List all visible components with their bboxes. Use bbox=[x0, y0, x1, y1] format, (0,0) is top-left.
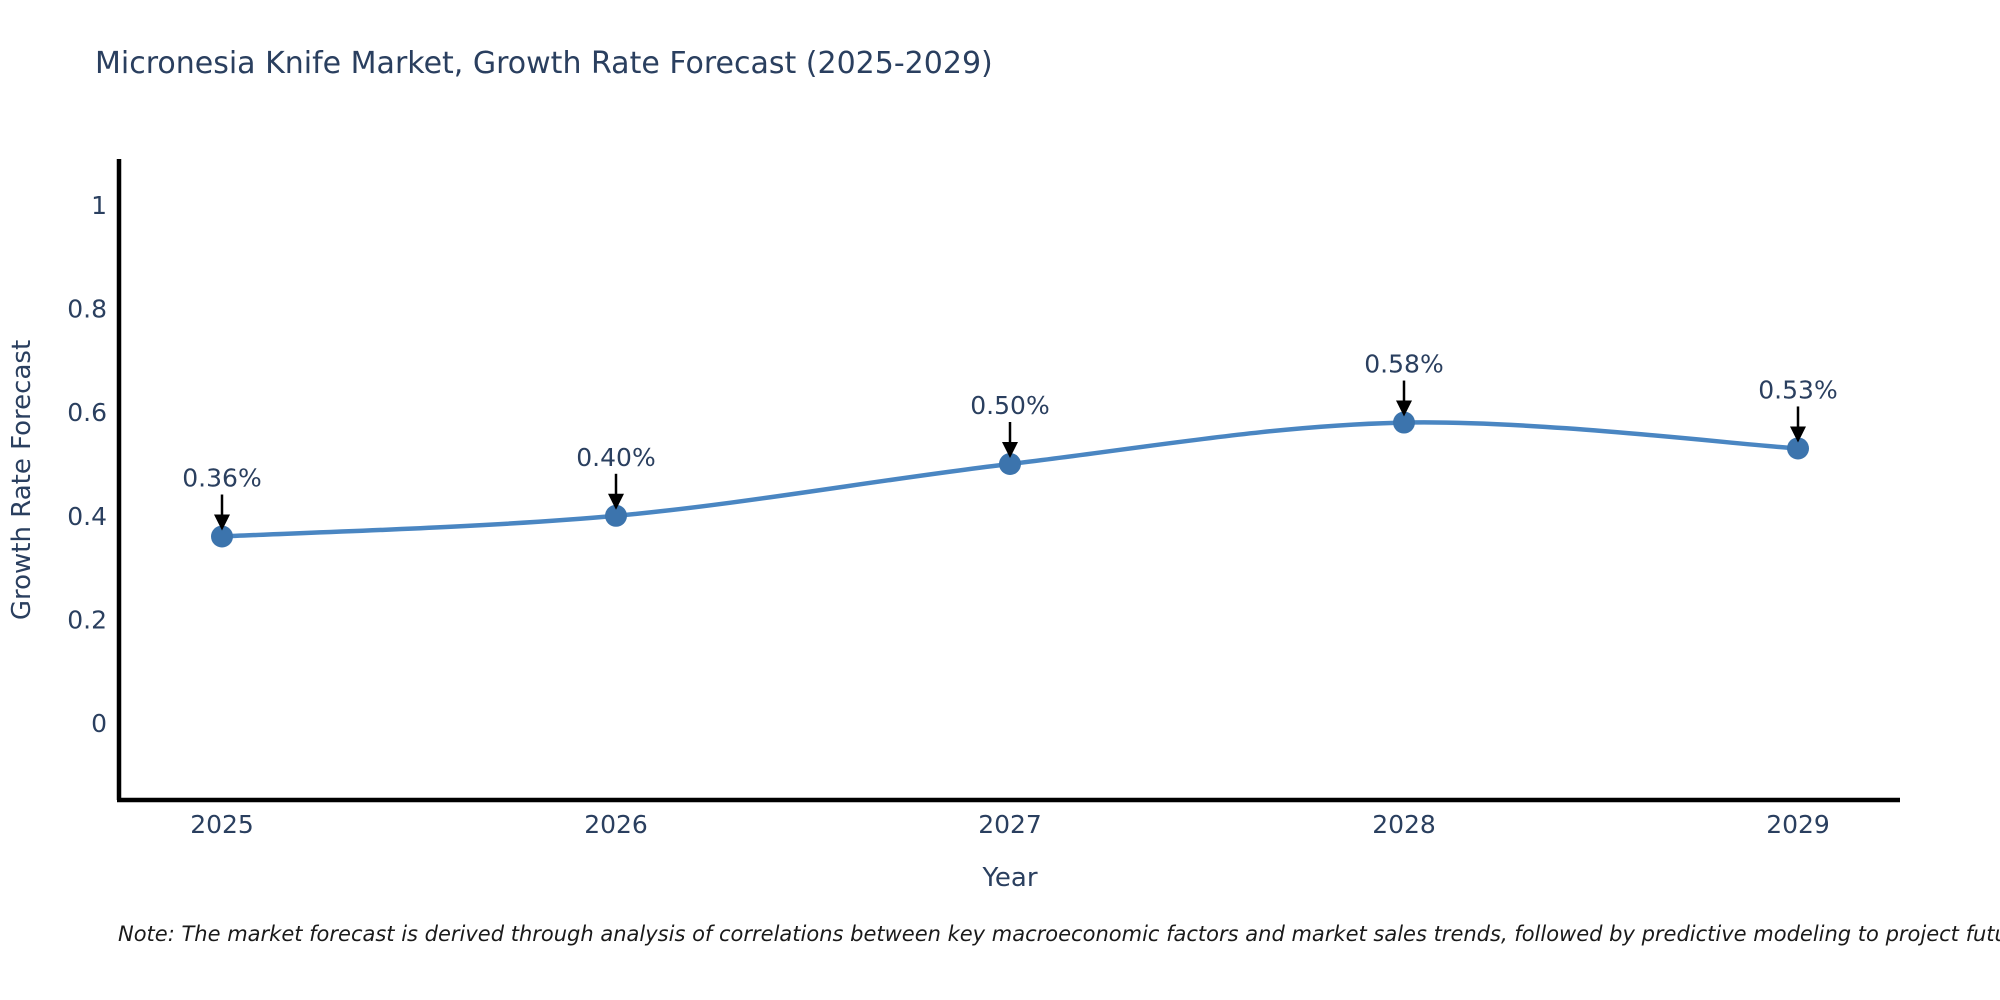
data-point-marker bbox=[605, 504, 627, 527]
x-tick-label: 2029 bbox=[1766, 810, 1830, 839]
annotation-arrow-head bbox=[608, 493, 624, 510]
y-tick-label: 0.4 bbox=[67, 502, 107, 531]
x-tick-label: 2025 bbox=[190, 810, 254, 839]
data-point-marker bbox=[211, 525, 233, 548]
annotation-arrow-head bbox=[214, 514, 230, 531]
chart-title: Micronesia Knife Market, Growth Rate For… bbox=[95, 46, 993, 81]
annotation-arrow-head bbox=[1396, 400, 1412, 417]
data-point-marker bbox=[999, 453, 1021, 475]
x-tick-label: 2027 bbox=[978, 810, 1042, 839]
x-tick-label: 2026 bbox=[584, 810, 648, 839]
y-tick-label: 1 bbox=[91, 191, 107, 220]
y-tick-label: 0.8 bbox=[67, 295, 107, 324]
note-text: Note: The market forecast is derived thr… bbox=[118, 922, 2000, 946]
y-tick-label: 0.6 bbox=[67, 398, 107, 427]
data-point-markers bbox=[211, 411, 1809, 548]
point-annotation-label: 0.40% bbox=[576, 443, 655, 472]
data-point-marker bbox=[1787, 437, 1809, 460]
y-tick-labels: 0 0.2 0.4 0.6 0.8 1 bbox=[67, 191, 107, 738]
point-annotations: 0.36% 0.40% 0.50% 0.58% 0.53% bbox=[182, 350, 1838, 531]
point-annotation-label: 0.36% bbox=[182, 464, 261, 493]
x-axis-title: Year bbox=[981, 863, 1037, 893]
point-annotation-label: 0.53% bbox=[1758, 375, 1837, 404]
annotation-arrow-head bbox=[1790, 426, 1806, 443]
x-tick-labels: 2025 2026 2027 2028 2029 bbox=[190, 810, 1830, 839]
annotation-arrow-head bbox=[1002, 442, 1018, 458]
y-tick-label: 0 bbox=[91, 709, 107, 738]
x-tick-label: 2028 bbox=[1372, 810, 1436, 839]
point-annotation-label: 0.58% bbox=[1364, 350, 1443, 379]
y-tick-label: 0.2 bbox=[67, 605, 107, 634]
point-annotation-label: 0.50% bbox=[970, 391, 1049, 420]
y-axis-title: Growth Rate Forecast bbox=[7, 340, 37, 620]
data-point-marker bbox=[1393, 411, 1415, 434]
